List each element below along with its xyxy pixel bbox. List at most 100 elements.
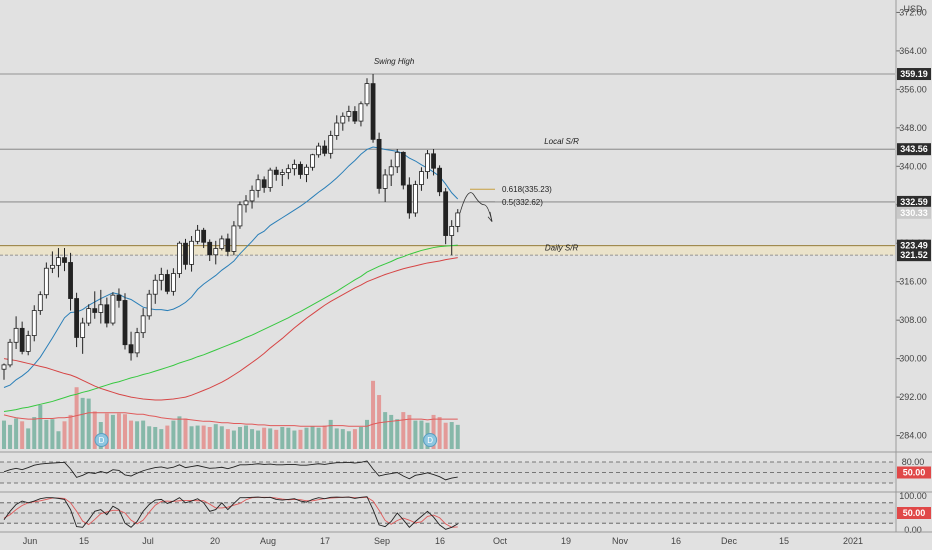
volume-bar [110, 414, 115, 449]
volume-bar [250, 429, 255, 449]
x-tick-label: 19 [561, 536, 571, 546]
x-tick-label: 2021 [843, 536, 863, 546]
volume-bar [358, 426, 363, 449]
x-tick-label: Aug [260, 536, 276, 546]
candle-body [7, 341, 13, 366]
volume-bar [431, 414, 436, 449]
volume-bar [340, 429, 345, 449]
volume-bar [32, 417, 37, 449]
volume-bar [262, 427, 267, 449]
volume-bar [455, 424, 460, 449]
oscillator-line [3, 460, 458, 481]
price-axis[interactable]: USD 284.00292.00300.00308.00316.00324.00… [896, 4, 931, 441]
candle-body [225, 238, 231, 252]
volume-bar [56, 431, 61, 449]
volume-bar [383, 412, 388, 449]
annotations: Swing High Local S/R Daily S/R 0.618(335.23… [94, 57, 579, 447]
y-tick-label: 300.00 [899, 354, 927, 364]
volume-bar [14, 418, 19, 449]
y-tick-label: 348.00 [899, 123, 927, 133]
x-tick-label: 20 [210, 536, 220, 546]
y-tick-label: 308.00 [899, 315, 927, 325]
price-badge-label: 343.56 [900, 144, 928, 154]
volume-bar [207, 426, 212, 449]
moving-average-line [3, 257, 458, 401]
volume-bar [2, 420, 6, 449]
candle-body [285, 168, 291, 173]
candle-body [56, 257, 61, 266]
fib-label: 0.618(335.23) [502, 185, 552, 194]
y-tick-label: 316.00 [899, 277, 927, 287]
x-tick-label: 16 [671, 536, 681, 546]
volume-bar [244, 425, 248, 449]
price-badge-label: 330.33 [900, 208, 928, 218]
price-badge-label: 321.52 [900, 250, 928, 260]
x-tick-label: Dec [721, 536, 738, 546]
candle-body [122, 300, 128, 346]
y-tick-label: 284.00 [899, 431, 927, 441]
volume-bar [322, 425, 327, 449]
candle-body [291, 163, 297, 170]
candle-body [213, 248, 219, 256]
candle-body [116, 294, 122, 301]
support-zone [0, 245, 895, 256]
projection-arrow [487, 211, 493, 222]
volume-bar [352, 429, 357, 449]
candle-body [1, 364, 7, 370]
candle-body [425, 153, 430, 172]
volume-bar [44, 419, 49, 449]
candle-body [80, 322, 86, 338]
candle-body [164, 274, 170, 292]
candle-body [74, 298, 79, 338]
volume-bar [50, 419, 55, 449]
dividend-marker [423, 433, 438, 447]
candle-body [189, 240, 194, 265]
candle-body [443, 191, 449, 236]
volume-bar [195, 425, 200, 449]
dividend-label: D [427, 436, 433, 445]
candle-body [37, 294, 43, 311]
time-axis[interactable]: Jun 15 Jul 20 Aug 17 Sep 16 Oct 19 Nov 16 Dec 15 2021 [23, 536, 863, 546]
volume-bars [2, 380, 460, 449]
volume-bar [437, 417, 442, 449]
candle-body [152, 279, 158, 295]
volume-bar [371, 380, 376, 449]
candle-body [219, 238, 225, 249]
annotation-label: Local S/R [544, 137, 579, 146]
volume-bar [38, 404, 43, 449]
x-tick-label: Jun [23, 536, 38, 546]
volume-bar [86, 398, 91, 449]
volume-bar [219, 426, 224, 449]
volume-bar [286, 427, 291, 449]
price-badge-label: 323.49 [900, 241, 928, 251]
candle-body [128, 344, 134, 354]
candle-body [267, 169, 273, 188]
y-tick-label: 356.00 [899, 84, 927, 94]
candle-body [370, 83, 376, 140]
volume-bar [183, 418, 188, 449]
candle-body [50, 264, 55, 269]
volume-bar [104, 413, 109, 449]
volume-bar [389, 414, 394, 449]
candle-body [406, 184, 412, 214]
annotation-label: Swing High [374, 57, 415, 66]
x-tick-label: Sep [374, 536, 390, 546]
y-tick-label: 292.00 [899, 392, 927, 402]
x-tick-label: Nov [612, 536, 629, 546]
volume-bar [346, 431, 351, 449]
volume-bar [280, 426, 285, 449]
volume-bar [129, 420, 134, 449]
volume-bar [328, 419, 333, 449]
candle-body [273, 169, 279, 175]
candle-body [322, 145, 328, 154]
projection-path [459, 192, 493, 222]
volume-bar [147, 426, 152, 449]
candle-body [382, 174, 388, 189]
volume-bar [365, 419, 369, 449]
volume-bar [153, 426, 158, 449]
candle-body [207, 241, 213, 256]
candle-body [62, 257, 67, 263]
candle-body [340, 115, 346, 124]
price-badge [897, 68, 931, 81]
